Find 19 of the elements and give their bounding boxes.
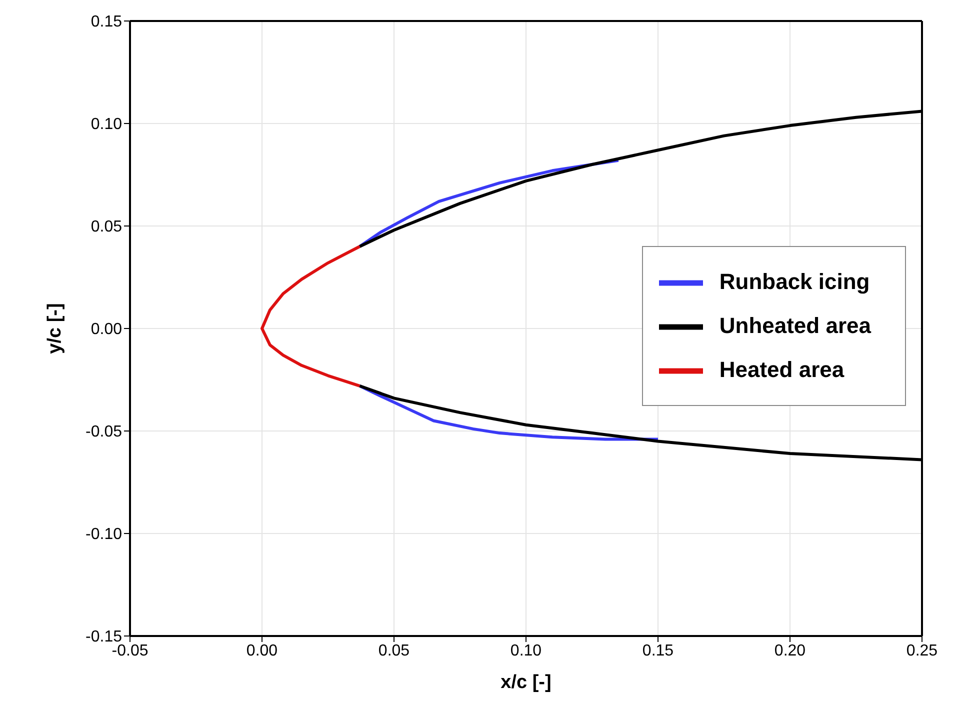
- y-axis-title: y/c [-]: [44, 303, 66, 354]
- y-tick-label: 0.05: [90, 218, 122, 236]
- y-tick-label: -0.05: [86, 424, 122, 441]
- x-tick-label: 0.10: [510, 642, 542, 660]
- x-tick-label: 0.20: [774, 642, 806, 660]
- x-axis-title: x/c [-]: [500, 672, 552, 693]
- legend-label: Unheated area: [719, 312, 871, 338]
- legend-label: Heated area: [719, 356, 844, 382]
- x-tick-label: 0.00: [246, 642, 278, 660]
- legend-label: Runback icing: [719, 268, 870, 294]
- x-tick-label: -0.05: [112, 642, 148, 660]
- x-tick-label: 0.05: [378, 642, 410, 660]
- line-series: [260, 245, 362, 388]
- x-tick-label: 0.15: [642, 642, 674, 660]
- y-tick-label: 0.00: [90, 321, 122, 338]
- y-tick-label: 0.15: [90, 14, 122, 31]
- y-tick-label: 0.10: [90, 116, 122, 134]
- x-tick-label: 0.25: [906, 642, 938, 660]
- y-tick-label: -0.10: [86, 526, 122, 544]
